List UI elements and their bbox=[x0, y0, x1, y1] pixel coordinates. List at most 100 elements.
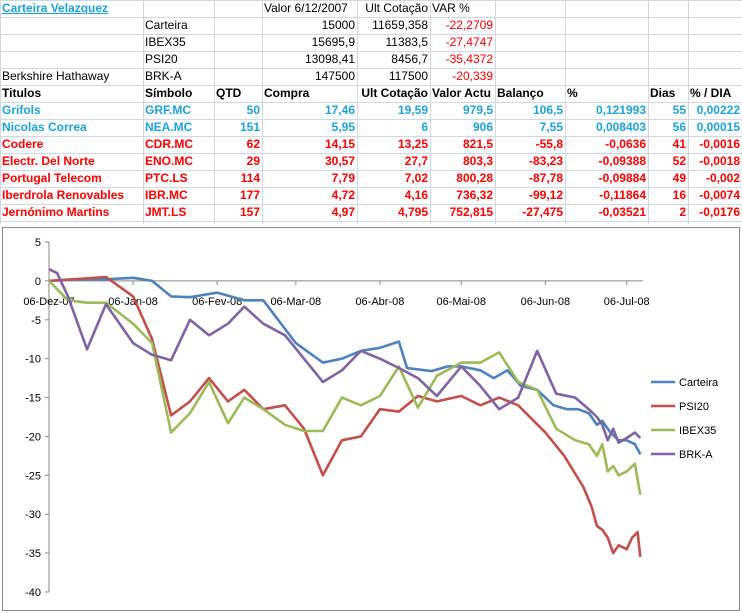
summary-var[interactable]: -22,2709 bbox=[445, 18, 493, 32]
table-cell[interactable]: 4,72 bbox=[331, 188, 355, 202]
table-cell[interactable]: 27,7 bbox=[404, 154, 428, 168]
table-cell[interactable]: GRF.MC bbox=[145, 103, 191, 117]
table-header[interactable]: % bbox=[567, 86, 578, 100]
table-cell[interactable]: 5,95 bbox=[331, 120, 355, 134]
summary-valor[interactable]: 13098,41 bbox=[304, 52, 355, 66]
table-cell[interactable]: Nicolas Correa bbox=[2, 120, 87, 134]
table-cell[interactable]: 157 bbox=[239, 205, 260, 219]
summary-label[interactable]: PSI20 bbox=[145, 52, 178, 66]
table-cell[interactable]: -0,0074 bbox=[699, 188, 740, 202]
table-cell[interactable]: 6 bbox=[421, 120, 428, 134]
summary-label[interactable]: Carteira bbox=[145, 18, 188, 32]
table-header[interactable]: % / DIA bbox=[690, 86, 732, 100]
table-cell[interactable]: PTC.LS bbox=[145, 171, 188, 185]
sheet-title[interactable]: Carteira Velazquez bbox=[2, 1, 109, 15]
summary-var[interactable]: -27,4747 bbox=[445, 35, 493, 49]
table-header[interactable]: Ult Cotação bbox=[361, 86, 428, 100]
table-cell[interactable]: 4,795 bbox=[397, 205, 428, 219]
summary-label[interactable]: IBEX35 bbox=[145, 35, 186, 49]
table-cell[interactable]: Jernónimo Martins bbox=[2, 205, 110, 219]
table-cell[interactable]: 14,15 bbox=[324, 137, 355, 151]
table-cell[interactable]: 13,25 bbox=[397, 137, 428, 151]
table-header[interactable]: Símbolo bbox=[145, 86, 193, 100]
table-cell[interactable]: -0,0176 bbox=[699, 205, 740, 219]
table-cell[interactable]: CDR.MC bbox=[145, 137, 193, 151]
table-header[interactable]: Compra bbox=[264, 86, 310, 100]
table-cell[interactable]: -0,0016 bbox=[699, 137, 740, 151]
table-header[interactable]: Balanço bbox=[497, 86, 544, 100]
table-cell[interactable]: 17,46 bbox=[324, 103, 355, 117]
table-cell[interactable]: Iberdrola Renovables bbox=[2, 188, 125, 202]
table-cell[interactable]: 0,00222 bbox=[696, 103, 740, 117]
summary-var[interactable]: -35,4372 bbox=[445, 52, 493, 66]
header-var[interactable]: VAR % bbox=[432, 1, 470, 15]
table-cell[interactable]: -0,002 bbox=[705, 171, 740, 185]
table-cell[interactable]: 0,00015 bbox=[696, 120, 740, 134]
table-cell[interactable]: 62 bbox=[246, 137, 260, 151]
table-cell[interactable]: -27,475 bbox=[522, 205, 563, 219]
table-cell[interactable]: 114 bbox=[240, 171, 260, 185]
table-cell[interactable]: 41 bbox=[672, 137, 686, 151]
table-cell[interactable]: IBR.MC bbox=[145, 188, 188, 202]
table-cell[interactable]: 0,121993 bbox=[595, 103, 646, 117]
summary-ult[interactable]: 11383,5 bbox=[385, 35, 429, 49]
summary-ult[interactable]: 11659,358 bbox=[372, 18, 428, 32]
table-cell[interactable]: -0,0636 bbox=[605, 137, 646, 151]
table-cell[interactable]: 49 bbox=[672, 171, 686, 185]
table-cell[interactable]: 906 bbox=[472, 120, 493, 134]
table-cell[interactable]: Electr. Del Norte bbox=[2, 154, 95, 168]
table-cell[interactable]: 7,02 bbox=[404, 171, 428, 185]
table-cell[interactable]: ENO.MC bbox=[145, 154, 193, 168]
table-header[interactable]: QTD bbox=[216, 86, 242, 100]
table-header[interactable]: Valor Actu bbox=[432, 86, 491, 100]
table-cell[interactable]: 4,97 bbox=[331, 205, 355, 219]
table-cell[interactable]: 800,28 bbox=[456, 171, 493, 185]
table-cell[interactable]: -0,0018 bbox=[699, 154, 740, 168]
summary-name[interactable]: Berkshire Hathaway bbox=[2, 69, 110, 83]
table-cell[interactable]: Grifols bbox=[2, 103, 41, 117]
summary-ult[interactable]: 117500 bbox=[388, 69, 428, 83]
summary-valor[interactable]: 147500 bbox=[314, 69, 355, 83]
table-cell[interactable]: -99,12 bbox=[528, 188, 563, 202]
table-cell[interactable]: Codere bbox=[2, 137, 44, 151]
table-cell[interactable]: 821,5 bbox=[462, 137, 493, 151]
table-cell[interactable]: 736,32 bbox=[456, 188, 493, 202]
table-cell[interactable]: 177 bbox=[239, 188, 260, 202]
summary-label[interactable]: BRK-A bbox=[145, 69, 182, 83]
table-cell[interactable]: 52 bbox=[672, 154, 686, 168]
table-cell[interactable]: 29 bbox=[246, 154, 260, 168]
table-cell[interactable]: 7,79 bbox=[331, 171, 355, 185]
summary-valor[interactable]: 15695,9 bbox=[311, 35, 355, 49]
table-cell[interactable]: 19,59 bbox=[397, 103, 428, 117]
table-cell[interactable]: -83,23 bbox=[528, 154, 563, 168]
table-cell[interactable]: 30,57 bbox=[324, 154, 355, 168]
table-cell[interactable]: -87,78 bbox=[528, 171, 563, 185]
table-cell[interactable]: 56 bbox=[672, 120, 686, 134]
table-cell[interactable]: -0,11864 bbox=[599, 188, 646, 202]
table-cell[interactable]: -55,8 bbox=[535, 137, 563, 151]
table-cell[interactable]: 0,008403 bbox=[595, 120, 646, 134]
table-cell[interactable]: -0,03521 bbox=[598, 205, 646, 219]
table-cell[interactable]: 4,16 bbox=[404, 188, 428, 202]
summary-ult[interactable]: 8456,7 bbox=[391, 52, 428, 66]
table-cell[interactable]: JMT.LS bbox=[145, 205, 187, 219]
table-cell[interactable]: 55 bbox=[672, 103, 686, 117]
table-cell[interactable]: 2 bbox=[679, 205, 686, 219]
table-header[interactable]: Dias bbox=[650, 86, 676, 100]
table-cell[interactable]: 7,55 bbox=[539, 120, 563, 134]
summary-var[interactable]: -20,339 bbox=[452, 69, 493, 83]
table-cell[interactable]: 16 bbox=[672, 188, 686, 202]
table-cell[interactable]: 50 bbox=[246, 103, 260, 117]
table-cell[interactable]: NEA.MC bbox=[145, 120, 193, 134]
table-header[interactable]: Titulos bbox=[2, 86, 42, 100]
table-cell[interactable]: 106,5 bbox=[532, 103, 563, 117]
table-cell[interactable]: Portugal Telecom bbox=[2, 171, 102, 185]
header-valor[interactable]: Valor 6/12/2007 bbox=[264, 1, 348, 15]
summary-valor[interactable]: 15000 bbox=[321, 18, 355, 32]
table-cell[interactable]: 752,815 bbox=[449, 205, 493, 219]
table-cell[interactable]: 151 bbox=[239, 120, 260, 134]
table-cell[interactable]: -0,09884 bbox=[598, 171, 646, 185]
header-ult[interactable]: Ult Cotação bbox=[365, 1, 428, 15]
table-cell[interactable]: 803,3 bbox=[462, 154, 493, 168]
table-cell[interactable]: -0,09388 bbox=[598, 154, 646, 168]
